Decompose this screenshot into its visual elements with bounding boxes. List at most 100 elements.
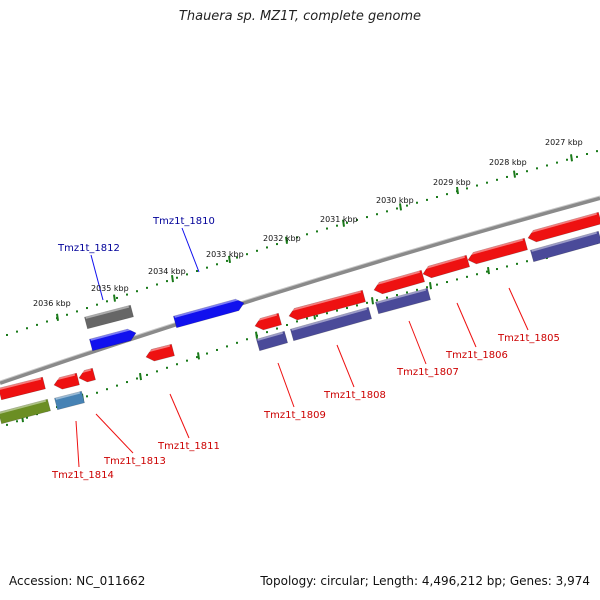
track-dot — [26, 416, 28, 419]
track-dot — [96, 391, 98, 394]
gene-arrow — [290, 306, 372, 342]
track-dot — [356, 218, 358, 221]
track-dot — [406, 204, 408, 207]
track-dot — [236, 256, 238, 259]
kbp-label: 2034 kbp — [148, 267, 186, 276]
gene-arrow — [89, 327, 137, 352]
leader-line — [95, 413, 134, 454]
track-dot — [416, 201, 418, 204]
track-dot — [436, 283, 438, 286]
track-dot — [206, 266, 208, 269]
track-dot — [426, 198, 428, 201]
gene-label: Tmz1t_1812 — [57, 243, 120, 254]
major-tick — [487, 266, 490, 275]
track-dot — [296, 236, 298, 239]
gene-arrow — [422, 254, 471, 279]
track-dot — [486, 270, 488, 273]
gene-arrow — [467, 237, 528, 265]
major-tick — [255, 331, 258, 339]
genome-summary-text: Topology: circular; Length: 4,496,212 bp… — [260, 574, 590, 588]
track-dot — [146, 286, 148, 289]
major-tick — [139, 372, 142, 381]
track-dot — [146, 373, 148, 376]
gene-arrow — [84, 304, 134, 330]
leader-line — [408, 320, 427, 365]
major-tick — [513, 170, 516, 178]
track-dot — [376, 299, 378, 302]
track-dot — [136, 290, 138, 293]
track-dot — [546, 164, 548, 167]
track-dot — [6, 423, 8, 426]
kbp-label: 2035 kbp — [91, 284, 129, 293]
kbp-label: 2030 kbp — [376, 196, 414, 205]
leader-line — [169, 393, 190, 439]
track-dot — [366, 216, 368, 219]
track-dot — [296, 320, 298, 323]
kbp-label: 2033 kbp — [206, 250, 244, 259]
track-dot — [336, 224, 338, 227]
kbp-label: 2031 kbp — [320, 215, 358, 224]
leader-line — [181, 227, 200, 273]
kbp-label: 2029 kbp — [433, 178, 471, 187]
gene-arrow — [373, 269, 426, 295]
track-dot — [176, 276, 178, 279]
map-title: Thauera sp. MZ1T, complete genome — [178, 9, 422, 24]
track-dot — [96, 303, 98, 306]
outer-tick-track — [6, 150, 598, 336]
track-dot — [286, 323, 288, 326]
gene-label: Tmz1t_1807 — [396, 367, 459, 378]
track-dot — [556, 161, 558, 164]
track-dot — [236, 341, 238, 344]
major-tick — [56, 313, 59, 321]
track-dot — [576, 155, 578, 158]
track-dot — [466, 275, 468, 278]
track-dot — [386, 210, 388, 213]
gene-arrow — [375, 287, 431, 315]
track-dot — [386, 296, 388, 299]
track-dot — [196, 270, 198, 273]
track-dot — [246, 338, 248, 341]
track-dot — [76, 310, 78, 313]
gene-label: Tmz1t_1806 — [445, 350, 508, 361]
track-dot — [176, 363, 178, 366]
track-dot — [86, 395, 88, 398]
track-dot — [516, 262, 518, 265]
track-dot — [336, 309, 338, 312]
genome-backbone — [0, 196, 600, 385]
track-dot — [6, 333, 8, 336]
kbp-label: 2027 kbp — [545, 138, 583, 147]
track-dot — [276, 327, 278, 330]
track-dot — [366, 301, 368, 304]
gene-label: Tmz1t_1809 — [263, 410, 326, 421]
track-dot — [506, 175, 508, 178]
track-dot — [446, 193, 448, 196]
track-dot — [226, 345, 228, 348]
track-dot — [376, 213, 378, 216]
track-dot — [406, 291, 408, 294]
leader-line — [277, 362, 295, 408]
track-dot — [506, 265, 508, 268]
track-dot — [566, 158, 568, 161]
track-dot — [316, 230, 318, 233]
major-tick — [429, 282, 432, 290]
major-tick — [113, 294, 116, 302]
major-tick — [342, 219, 345, 227]
gene-arrow — [288, 289, 366, 321]
gene-arrow — [254, 312, 282, 331]
track-dot — [246, 253, 248, 256]
track-dot — [496, 268, 498, 271]
track-dot — [416, 288, 418, 291]
gene-arrow — [527, 211, 600, 243]
track-dot — [536, 167, 538, 170]
track-dot — [166, 280, 168, 283]
track-dot — [136, 377, 138, 380]
gene-arrow — [54, 390, 85, 411]
track-dot — [196, 356, 198, 359]
track-dot — [526, 170, 528, 173]
label-leader-lines — [75, 227, 529, 468]
track-dot — [156, 283, 158, 286]
track-dot — [516, 173, 518, 176]
track-dot — [226, 259, 228, 262]
track-dot — [426, 286, 428, 289]
track-dot — [206, 352, 208, 355]
